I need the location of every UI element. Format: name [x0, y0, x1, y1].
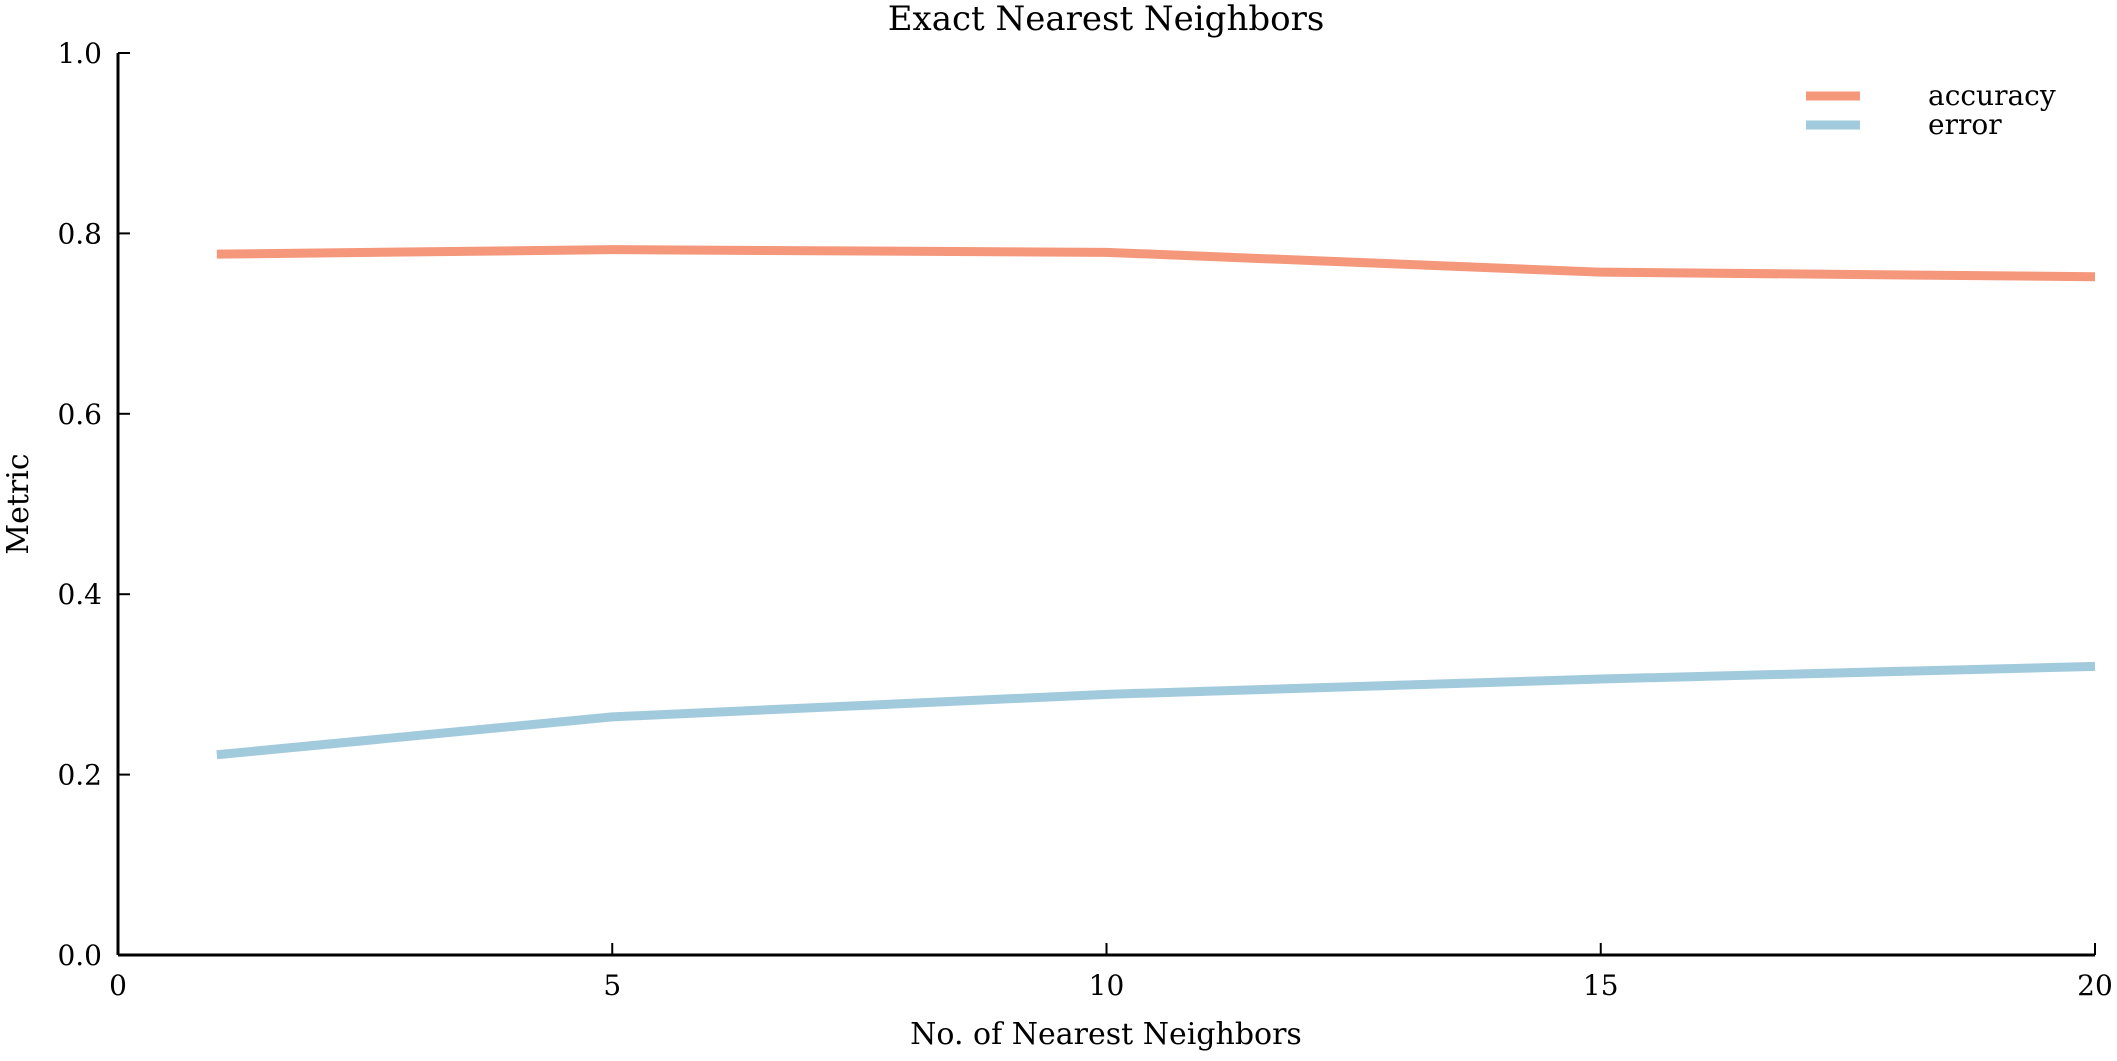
y-axis-label: Metric — [1, 453, 36, 554]
x-tick-label: 5 — [603, 969, 621, 1002]
series-layer — [216, 245, 2096, 760]
x-ticks: 0 5 10 15 20 — [109, 943, 2113, 1002]
y-tick-label: 0.4 — [57, 578, 102, 611]
chart-title: Exact Nearest Neighbors — [888, 0, 1325, 39]
x-tick-label: 10 — [1089, 969, 1125, 1002]
x-axis-label: No. of Nearest Neighbors — [910, 1017, 1302, 1052]
y-tick-label: 0.8 — [57, 217, 102, 250]
x-tick-label: 0 — [109, 969, 127, 1002]
legend-label-accuracy: accuracy — [1928, 79, 2056, 112]
x-tick-label: 15 — [1583, 969, 1619, 1002]
axes — [116, 53, 2095, 957]
series-line-error — [216, 661, 2096, 760]
y-tick-label: 0.2 — [57, 759, 102, 792]
y-tick-label: 1.0 — [57, 37, 102, 70]
series-line-accuracy — [216, 245, 2096, 282]
y-tick-label: 0.0 — [57, 939, 102, 972]
legend-label-error: error — [1928, 108, 2002, 141]
x-tick-label: 20 — [2077, 969, 2113, 1002]
y-tick-label: 0.6 — [57, 398, 102, 431]
y-ticks: 0.0 0.2 0.4 0.6 0.8 1.0 — [57, 37, 130, 972]
